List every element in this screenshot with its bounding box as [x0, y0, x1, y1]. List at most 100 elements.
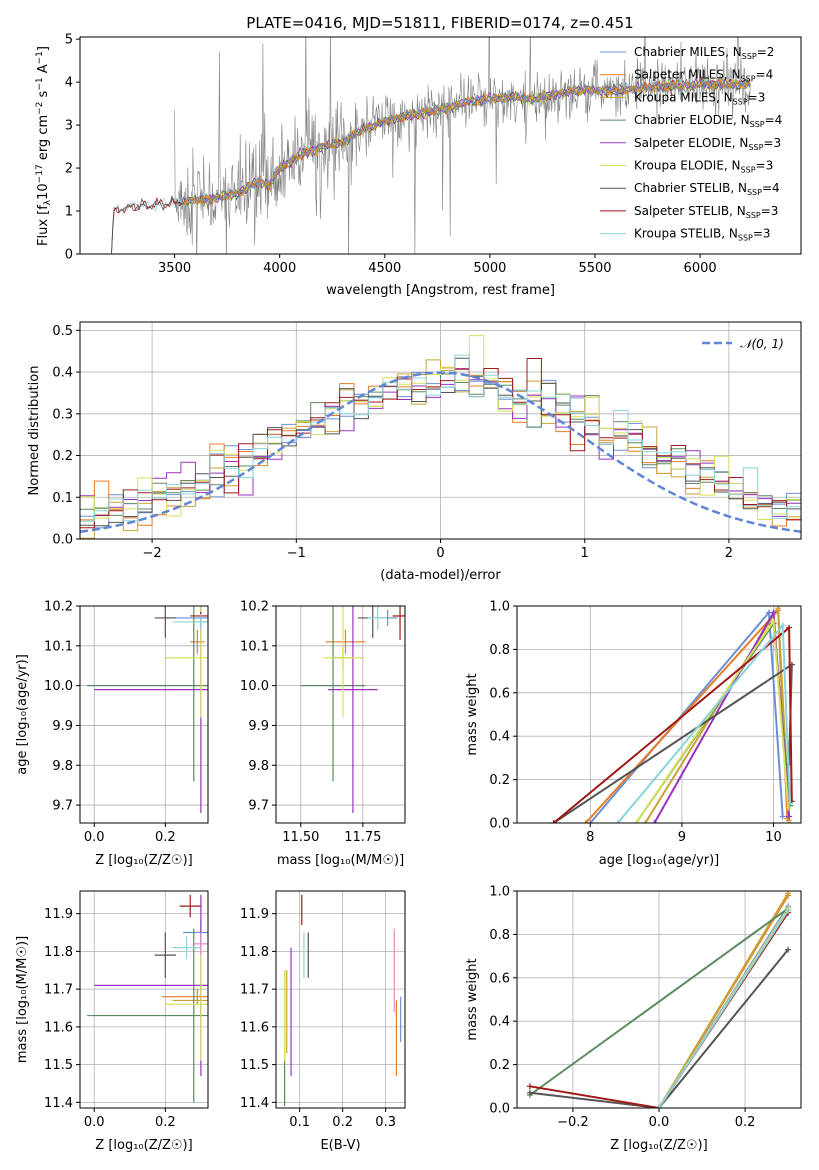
y-tick-label: 10.1 — [240, 639, 269, 654]
y-axis-label: Flux [fλ10−17 erg cm−2 s−1 A−1] — [35, 46, 53, 246]
y-tick-label: 10.0 — [44, 679, 73, 694]
y-tick-label: 0.3 — [52, 407, 73, 422]
y-tick-label: 9.9 — [248, 719, 269, 734]
legend-name: Kroupa MILES, N — [634, 90, 733, 104]
mass-weight-marker — [786, 624, 793, 631]
axes-frame — [79, 321, 802, 540]
legend-entry: 𝒩(0, 1) — [740, 337, 784, 351]
y-tick-label: 0.2 — [489, 773, 510, 788]
x-tick-label: 0.3 — [375, 1115, 396, 1130]
y-tick-label: 11.5 — [240, 1058, 269, 1073]
legend-name: Salpeter MILES, N — [634, 68, 741, 82]
mass-weight-marker — [526, 1083, 533, 1090]
y-axis-label: age [log₁₀(age/yr)] — [15, 654, 30, 775]
legend-entry: Chabrier MILES, NSSP=2 — [634, 45, 774, 61]
axes-mass_weight_vs_Z: −0.2 0.0 0.2 0.0 0.2 0.4 0.6 0.8 1.0 Z [log₁₀(Z/Z… — [465, 885, 802, 1153]
legend-entry: Kroupa MILES, NSSP=3 — [634, 90, 765, 106]
mass-weight-line — [658, 892, 789, 1108]
mass-weight-marker — [785, 946, 792, 953]
x-tick-label: 2 — [725, 546, 733, 561]
y-tick-label: 11.9 — [240, 907, 269, 922]
axes-frame — [516, 605, 802, 824]
y-tick-label: 9.9 — [52, 719, 73, 734]
legend-value: =4 — [762, 181, 780, 195]
legend-name: Kroupa ELODIE, N — [634, 159, 741, 173]
legend-value: =3 — [756, 159, 774, 173]
y-tick-label: 0.0 — [489, 1102, 510, 1117]
axes-frame — [79, 890, 209, 1109]
x-tick-label: 11.50 — [282, 830, 319, 845]
legend-value: =3 — [763, 136, 781, 150]
mass-weight-line — [635, 620, 791, 823]
axes-spectrum: 3500 4000 4500 5000 5500 6000 0 1 2 3 4 5 PLATE=0416… — [35, 14, 802, 298]
legend-sub: SSP — [738, 234, 753, 243]
legend-name: Chabrier STELIB, N — [634, 181, 747, 195]
axes-residuals: −2 −1 0 1 2 0.0 0.1 0.2 0.3 0.4 0.5 (data-model)/er… — [27, 321, 802, 583]
x-tick-label: 8 — [586, 830, 594, 845]
grid — [276, 606, 405, 823]
plot-area-mass_weight_vs_age — [517, 606, 801, 823]
x-tick-label: 9 — [678, 830, 686, 845]
y-tick-label: 0.6 — [489, 971, 510, 986]
mass-weight-marker — [582, 820, 589, 823]
x-tick-label: −2 — [143, 546, 162, 561]
axes-frame — [275, 605, 406, 824]
y-tick-label: 10.1 — [44, 639, 73, 654]
legend-entry: Chabrier ELODIE, NSSP=4 — [634, 113, 782, 129]
mass-weight-marker — [770, 609, 777, 616]
y-tick-label: 0.0 — [489, 817, 510, 832]
axes-frame — [79, 605, 209, 824]
legend-sub: SSP — [742, 52, 757, 61]
mass-weight-marker — [526, 1089, 533, 1096]
mass-weight-line — [529, 907, 789, 1096]
x-tick-label: 0.2 — [735, 1115, 756, 1130]
y-tick-label: 11.9 — [44, 907, 73, 922]
x-axis-label: Z [log₁₀(Z/Z☉)] — [95, 853, 192, 868]
y-tick-label: 0.4 — [489, 730, 510, 745]
y-tick-label: 11.8 — [44, 945, 73, 960]
y-tick-label: 10.2 — [44, 600, 73, 615]
mass-weight-marker — [614, 820, 621, 823]
y-tick-label: 0.8 — [489, 643, 510, 658]
axes-mass_vs_Z: 0.0 0.2 11.4 11.5 11.6 11.7 11.8 11.9 Z [log₁₀(Z… — [15, 890, 209, 1153]
y-tick-label: 0.1 — [52, 491, 73, 506]
grid — [276, 891, 405, 1108]
x-tick-label: 5500 — [578, 261, 611, 276]
spectrum-model-line — [182, 77, 751, 206]
legend-entry: Kroupa STELIB, NSSP=3 — [634, 227, 771, 243]
legend-name: Chabrier ELODIE, N — [634, 113, 750, 127]
x-tick-label: 4000 — [263, 261, 296, 276]
mass-weight-marker — [656, 1105, 662, 1108]
x-axis-label: wavelength [Angstrom, rest frame] — [326, 283, 555, 298]
legend-sub: SSP — [741, 166, 756, 175]
y-tick-label: 11.4 — [240, 1096, 269, 1111]
axes-age_vs_Z: 0.0 0.2 9.7 9.8 9.9 10.0 10.1 10.2 Z [log₁₀(Z/Z☉… — [15, 600, 209, 868]
y-axis-label-part: −1 — [35, 77, 45, 90]
plot-area-spectrum — [111, 37, 751, 254]
legend-sub: SSP — [733, 97, 748, 106]
x-tick-label: 0.0 — [84, 1115, 105, 1130]
legend-entry: Salpeter ELODIE, NSSP=3 — [634, 136, 781, 152]
x-axis-label: age [log₁₀(age/yr)] — [599, 853, 720, 868]
gaussian-reference-line — [80, 371, 801, 533]
y-tick-label: 1.0 — [489, 885, 510, 900]
mass-weight-marker — [779, 813, 786, 820]
y-tick-label: 11.7 — [240, 983, 269, 998]
x-tick-label: 3500 — [158, 261, 191, 276]
x-tick-label: 0.0 — [649, 1115, 670, 1130]
y-tick-label: 2 — [65, 162, 73, 177]
mass-weight-marker — [785, 804, 792, 811]
plot-area-mass_weight_vs_Z — [517, 891, 801, 1108]
x-tick-label: 6000 — [684, 261, 717, 276]
legend-value: =3 — [748, 90, 766, 104]
x-tick-label: −1 — [287, 546, 306, 561]
x-tick-label: −0.2 — [557, 1115, 589, 1130]
y-axis-label-part: ] — [36, 46, 51, 51]
y-tick-label: 0 — [65, 248, 73, 263]
legend-value: =3 — [761, 204, 779, 218]
legend-name: Chabrier MILES, N — [634, 45, 742, 59]
mass-weight-marker — [642, 820, 649, 823]
mass-weight-marker — [785, 907, 792, 914]
legend-name: Salpeter ELODIE, N — [634, 136, 748, 150]
